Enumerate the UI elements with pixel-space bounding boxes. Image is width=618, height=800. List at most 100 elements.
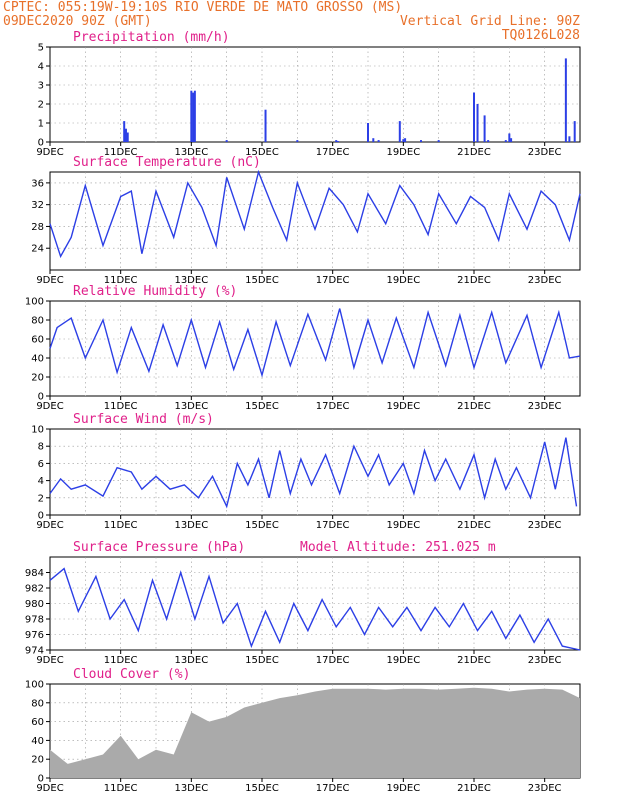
cloud-cover-area [50, 687, 580, 778]
surface-pressure-hpa-xtick-label: 17DEC [316, 655, 350, 666]
surface-temperature-nc-xtick-label: 19DEC [386, 275, 420, 286]
cloud-cover-xtick-label: 15DEC [245, 783, 279, 794]
precipitation-mm-h-bar [487, 140, 490, 142]
relative-humidity-xtick-label: 17DEC [316, 401, 350, 412]
precipitation-mm-h-bar [483, 115, 486, 142]
surface-wind-m-s-title: Surface Wind (m/s) [73, 412, 214, 427]
surface-wind-m-s-xtick-label: 9DEC [36, 520, 63, 531]
surface-temperature-nc-xtick-label: 17DEC [316, 275, 350, 286]
precipitation-mm-h-xtick-label: 11DEC [104, 147, 138, 158]
surface-temperature-nc-ytick-label: 36 [31, 178, 44, 189]
surface-pressure-hpa-ytick-label: 976 [25, 630, 44, 641]
surface-wind-m-s-xtick-label: 15DEC [245, 520, 279, 531]
precipitation-mm-h-bar [126, 132, 129, 142]
surface-pressure-hpa-xtick-label: 19DEC [386, 655, 420, 666]
surface-pressure-hpa-xtick-label: 11DEC [104, 655, 138, 666]
precipitation-mm-h-bar [192, 92, 195, 142]
precipitation-mm-h-ytick-label: 3 [38, 81, 44, 92]
surface-wind-m-s-xtick-label: 11DEC [104, 520, 138, 531]
relative-humidity-ytick-label: 100 [25, 297, 44, 308]
surface-temperature-nc-xtick-label: 9DEC [36, 275, 63, 286]
surface-pressure-hpa-ytick-label: 984 [25, 568, 44, 579]
cloud-cover-ytick-label: 20 [31, 755, 44, 766]
precipitation-mm-h-xtick-label: 17DEC [316, 147, 350, 158]
relative-humidity-ytick-label: 0 [38, 392, 44, 403]
cloud-cover-xtick-label: 21DEC [457, 783, 491, 794]
cloud-cover-xtick-label: 11DEC [104, 783, 138, 794]
relative-humidity-xtick-label: 23DEC [528, 401, 562, 412]
surface-pressure-hpa-xtick-label: 13DEC [174, 655, 208, 666]
surface-wind-m-s-ytick-label: 0 [38, 511, 44, 522]
precipitation-mm-h-bar [190, 90, 193, 142]
surface-temperature-nc-series-line [49, 169, 581, 259]
precipitation-mm-h-bar [335, 140, 338, 142]
cloud-cover-xtick-label: 23DEC [528, 783, 562, 794]
cloud-cover-xtick-label: 9DEC [36, 783, 63, 794]
precipitation-mm-h-bar [123, 121, 126, 142]
cloud-cover-xtick-label: 17DEC [316, 783, 350, 794]
precipitation-mm-h-bar [377, 140, 380, 142]
precipitation-mm-h-bar [473, 92, 475, 142]
surface-pressure-hpa-ytick-label: 978 [25, 615, 44, 626]
precipitation-mm-h-ytick-label: 5 [38, 43, 44, 54]
precipitation-mm-h-xtick-label: 23DEC [528, 147, 562, 158]
relative-humidity-xtick-label: 19DEC [386, 401, 420, 412]
cloud-cover-xtick-label: 13DEC [174, 783, 208, 794]
precipitation-mm-h-bar [510, 138, 513, 142]
surface-wind-m-s-xtick-label: 17DEC [316, 520, 350, 531]
vertical-grid-line-note: Vertical Grid Line: 90Z [399, 14, 580, 29]
surface-pressure-hpa-xtick-label: 23DEC [528, 655, 562, 666]
surface-temperature-nc-title: Surface Temperature (nC) [73, 155, 261, 170]
relative-humidity-xtick-label: 11DEC [104, 401, 138, 412]
precipitation-mm-h-ytick-label: 0 [38, 138, 44, 149]
precipitation-mm-h-bar [336, 141, 339, 142]
precipitation-mm-h-bar [568, 136, 571, 142]
surface-pressure-hpa-series-line [49, 567, 581, 651]
surface-wind-m-s-frame [49, 428, 581, 516]
cloud-cover-ytick-label: 0 [38, 774, 44, 785]
relative-humidity-ytick-label: 20 [31, 373, 44, 384]
cloud-cover-ytick-label: 80 [31, 698, 44, 709]
precipitation-mm-h-frame [49, 46, 581, 143]
surface-pressure-hpa-ytick-label: 980 [25, 599, 44, 610]
precipitation-mm-h-bar [124, 128, 127, 142]
precipitation-mm-h-bar [225, 140, 228, 142]
precipitation-mm-h-bar [372, 138, 375, 142]
precipitation-mm-h-bar [398, 121, 401, 142]
relative-humidity-ytick-label: 80 [31, 316, 44, 327]
surface-wind-m-s-xtick-label: 23DEC [528, 520, 562, 531]
surface-temperature-nc-xtick-label: 15DEC [245, 275, 279, 286]
surface-wind-m-s-xtick-label: 13DEC [174, 520, 208, 531]
surface-wind-m-s-series-line [49, 437, 578, 509]
precipitation-mm-h-bar [504, 140, 507, 142]
precipitation-mm-h-xtick-label: 9DEC [36, 147, 63, 158]
precipitation-mm-h-bar [367, 123, 369, 142]
precipitation-mm-h-title: Precipitation (mm/h) [73, 30, 230, 45]
relative-humidity-title: Relative Humidity (%) [73, 284, 237, 299]
precipitation-mm-h-bar [564, 58, 567, 142]
precipitation-mm-h-ytick-label: 1 [38, 119, 44, 130]
surface-wind-m-s-ytick-label: 6 [38, 459, 44, 470]
chart-header: CPTEC: 055:19W-19:10S RIO VERDE DE MATO … [0, 0, 618, 48]
precipitation-mm-h-bar [437, 140, 440, 142]
surface-wind-m-s-xtick-label: 21DEC [457, 520, 491, 531]
surface-pressure-hpa-xtick-label: 15DEC [245, 655, 279, 666]
surface-pressure-hpa-xtick-label: 9DEC [36, 655, 63, 666]
surface-wind-m-s-ytick-label: 8 [38, 442, 44, 453]
relative-humidity-xtick-label: 21DEC [457, 401, 491, 412]
precipitation-mm-h-bar [296, 140, 299, 142]
precipitation-mm-h-xtick-label: 13DEC [174, 147, 208, 158]
relative-humidity-ytick-label: 60 [31, 335, 44, 346]
surface-pressure-hpa-title: Surface Pressure (hPa) [73, 540, 245, 555]
relative-humidity-xtick-label: 9DEC [36, 401, 63, 412]
precipitation-mm-h-bar [508, 133, 511, 142]
cloud-cover-ytick-label: 60 [31, 717, 44, 728]
precipitation-mm-h-bar [476, 104, 479, 142]
precipitation-mm-h-xtick-label: 21DEC [457, 147, 491, 158]
relative-humidity-ytick-label: 40 [31, 354, 44, 365]
surface-pressure-hpa-annotation: Model Altitude: 251.025 m [300, 540, 496, 555]
surface-wind-m-s-ytick-label: 2 [38, 493, 44, 504]
surface-pressure-hpa-ytick-label: 982 [25, 584, 44, 595]
station-title: CPTEC: 055:19W-19:10S RIO VERDE DE MATO … [3, 0, 403, 15]
